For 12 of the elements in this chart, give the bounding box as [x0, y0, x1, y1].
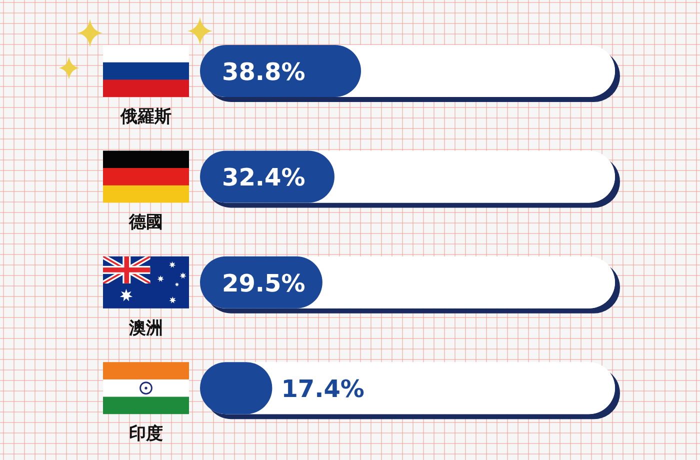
y-tick-label: 俄羅斯	[120, 107, 172, 127]
plot: 38.8%	[200, 45, 615, 97]
y-tick-label: 澳洲	[128, 318, 163, 338]
y-tick-label: 德國	[128, 212, 163, 233]
plot: 29.5%	[200, 256, 615, 308]
data-label: 17.4%	[281, 375, 364, 404]
plot: 17.4%	[200, 362, 615, 414]
data-label: 38.8%	[222, 58, 306, 86]
y-tick-label: 印度	[129, 424, 163, 444]
plot: 32.4%	[200, 150, 615, 203]
data-label: 32.4%	[222, 164, 306, 192]
data-label: 29.5%	[222, 269, 306, 298]
